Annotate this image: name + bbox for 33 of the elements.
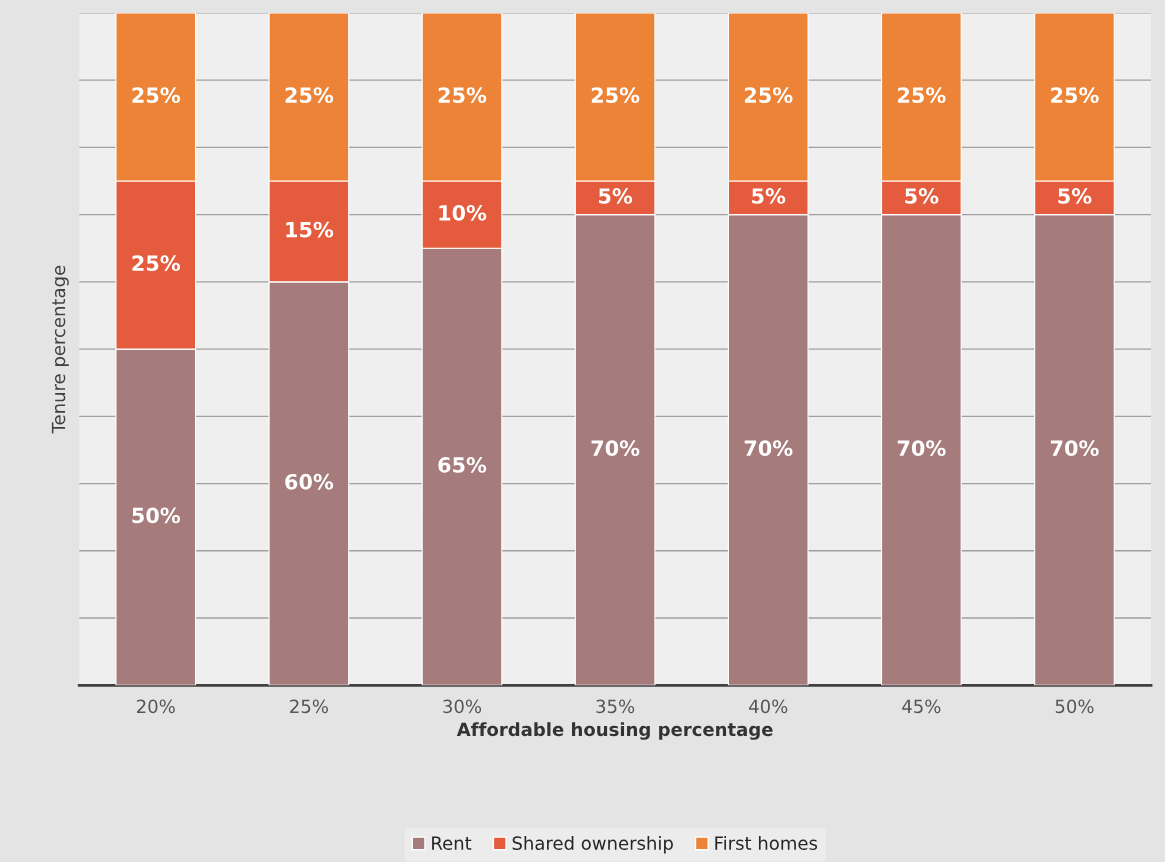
data-label: 5%: [905, 188, 939, 204]
data-label: 10%: [439, 204, 487, 221]
data-label: 70%: [744, 440, 793, 457]
legend-label: Shared ownership: [512, 836, 673, 854]
x-tick-label: 50%: [1055, 699, 1094, 714]
data-label: 70%: [1050, 440, 1099, 457]
data-label: 60%: [285, 473, 334, 490]
x-tick-label: 30%: [443, 699, 482, 714]
x-tick-label: 40%: [749, 699, 788, 714]
data-label: 15%: [286, 221, 334, 238]
data-label: 25%: [285, 87, 334, 104]
x-tick-label: 25%: [290, 699, 328, 714]
data-label: 25%: [898, 87, 946, 104]
data-label: 70%: [591, 440, 640, 457]
data-label: 70%: [897, 440, 946, 457]
x-tick-label: 45%: [902, 699, 941, 714]
y-axis-title: Tenure percentage: [51, 265, 69, 434]
data-label: 5%: [1058, 188, 1092, 204]
data-label: 5%: [752, 188, 786, 204]
legend-label: First homes: [715, 836, 818, 850]
data-label: 25%: [1051, 87, 1099, 104]
data-label: 25%: [132, 255, 181, 272]
legend-label: Rent: [432, 836, 472, 850]
data-label: 5%: [599, 188, 633, 204]
data-label: 25%: [744, 87, 793, 104]
x-tick-label: 35%: [596, 699, 635, 714]
data-label: 65%: [438, 457, 487, 473]
data-label: 50%: [132, 507, 181, 524]
x-axis-title: Affordable housing percentage: [456, 722, 773, 740]
data-label: 25%: [132, 87, 181, 104]
data-label: 25%: [591, 87, 640, 104]
x-tick-label: 20%: [137, 699, 175, 714]
data-label: 25%: [438, 87, 487, 104]
